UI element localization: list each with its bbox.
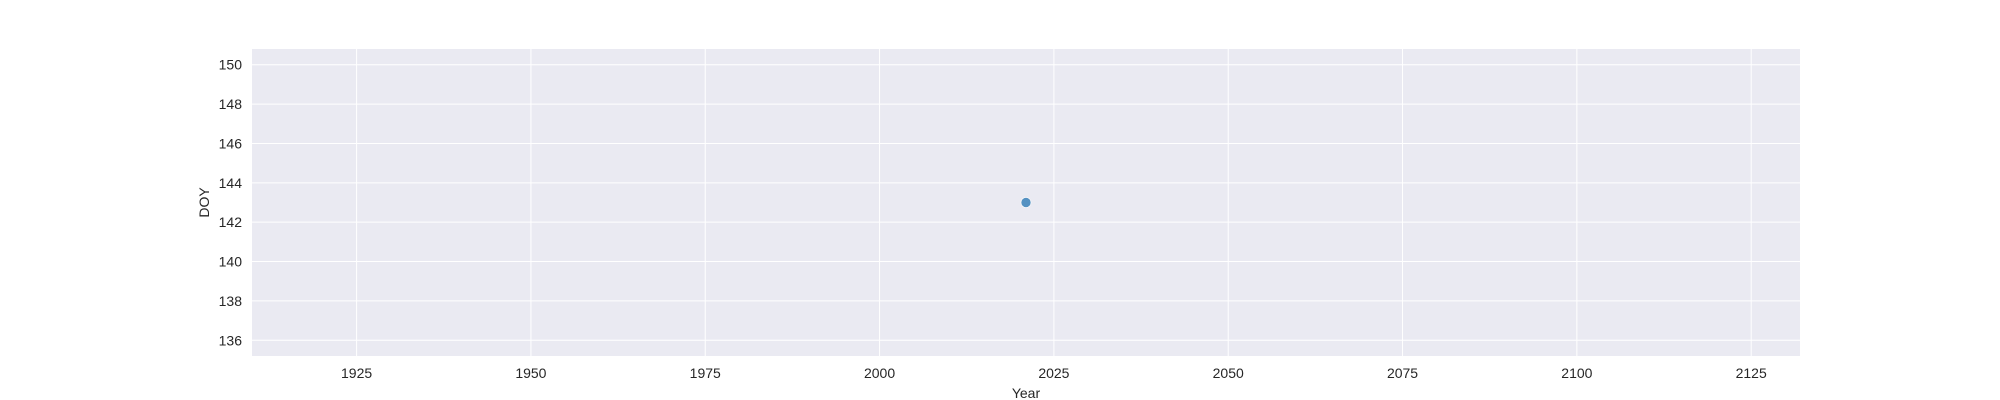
x-tick-label: 1975 [690, 365, 721, 381]
x-tick-label: 2125 [1736, 365, 1767, 381]
data-points [1020, 197, 1032, 208]
data-point [1020, 197, 1032, 208]
x-axis-label: Year [1012, 385, 1041, 400]
y-tick-label: 136 [219, 332, 243, 348]
x-tick-label: 2050 [1213, 365, 1244, 381]
y-tick-label: 146 [219, 135, 243, 151]
y-tick-labels: 136 138 140 142 144 146 148 150 [219, 57, 243, 349]
x-tick-label: 1950 [515, 365, 546, 381]
y-tick-label: 142 [219, 214, 243, 230]
x-tick-label: 1925 [341, 365, 372, 381]
y-tick-label: 148 [219, 96, 243, 112]
x-grid-lines [356, 49, 1752, 356]
x-tick-label: 2075 [1387, 365, 1418, 381]
x-tick-label: 2100 [1561, 365, 1592, 381]
x-tick-label: 2000 [864, 365, 895, 381]
y-tick-label: 150 [219, 57, 243, 73]
x-tick-label: 2025 [1038, 365, 1069, 381]
y-tick-label: 138 [219, 293, 243, 309]
y-grid-lines [252, 64, 1800, 341]
y-axis-label: DOY [196, 187, 212, 218]
y-tick-label: 144 [219, 175, 243, 191]
y-tick-label: 140 [219, 254, 243, 270]
x-tick-labels: 1925 1950 1975 2000 2025 2050 2075 2100 2125 [341, 365, 1767, 381]
